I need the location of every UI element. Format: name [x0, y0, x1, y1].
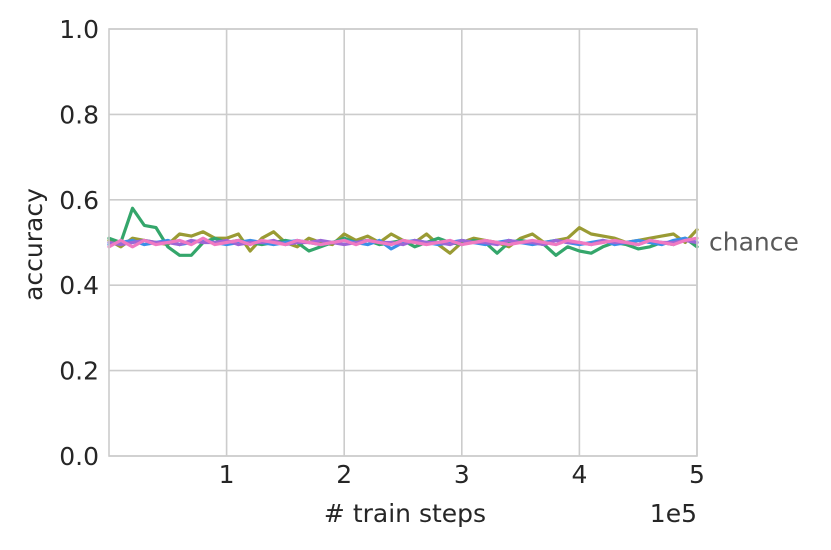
x-tick-label: 5: [689, 460, 705, 489]
tick-labels: 0.0 0.2 0.4 0.6 0.8 1.0 1 2 3 4 5: [59, 15, 705, 489]
plot-frame: [108, 28, 698, 457]
y-axis-label: accuracy: [19, 188, 48, 301]
series-line-5: [107, 236, 699, 249]
y-tick-label: 0.4: [59, 271, 99, 300]
x-tick-label: 3: [454, 460, 470, 489]
x-axis-label: # train steps: [324, 499, 486, 528]
x-tick-label: 1: [219, 460, 235, 489]
y-tick-label: 0.0: [59, 442, 99, 471]
y-tick-label: 0.2: [59, 357, 99, 386]
x-tick-label: 2: [336, 460, 352, 489]
x-offset-label: 1e5: [650, 499, 697, 528]
y-tick-label: 0.6: [59, 186, 99, 215]
chance-label: chance: [709, 228, 799, 257]
y-tick-label: 0.8: [59, 100, 99, 129]
series-layer: [107, 206, 699, 257]
series-line-2: [107, 206, 699, 257]
y-tick-label: 1.0: [59, 15, 99, 44]
x-tick-label: 4: [571, 460, 587, 489]
